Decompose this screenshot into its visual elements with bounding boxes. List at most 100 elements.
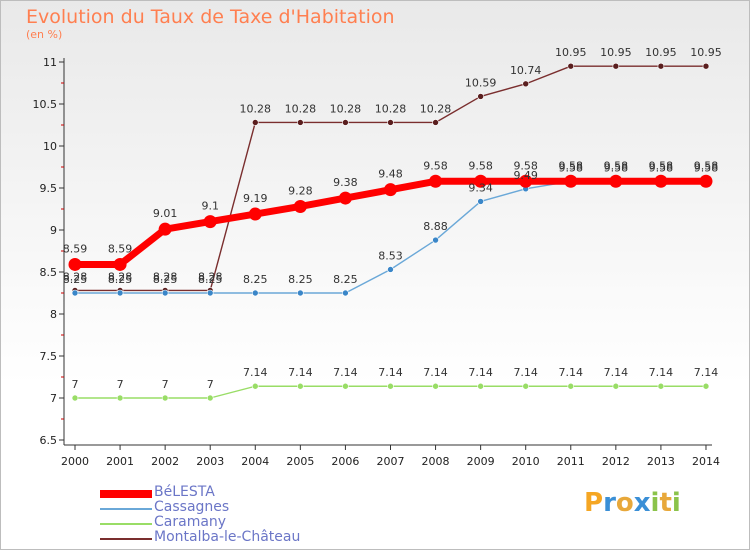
y-tick-label: 6.5 [40,434,58,447]
data-point-cassagnes [432,236,439,244]
x-tick-label: 2006 [331,455,359,468]
data-point-montalba [522,80,530,88]
data-label-montalba: 10.95 [645,46,677,59]
data-label-cassagnes: 9.58 [559,161,584,174]
data-label-montalba: 8.28 [63,270,88,283]
data-label-cassagnes: 8.25 [333,273,358,286]
data-point-belesta [564,174,578,188]
data-label-caramany: 7.14 [468,366,493,379]
data-point-cassagnes [71,289,79,297]
legend-swatch [100,490,152,498]
logo-letter: o [615,488,634,518]
x-tick-label: 2010 [512,455,540,468]
logo-letter: i [671,488,681,518]
data-point-cassagnes [206,289,214,297]
data-point-belesta [338,191,352,205]
y-tick-label: 7 [50,392,57,405]
data-point-montalba [612,62,620,70]
data-label-cassagnes: 9.49 [513,169,538,182]
data-label-montalba: 10.28 [420,102,452,115]
data-point-caramany [342,382,349,390]
data-label-caramany: 7.14 [378,366,403,379]
data-point-caramany [116,394,124,402]
data-label-montalba: 10.95 [690,46,722,59]
data-label-caramany: 7.14 [288,366,313,379]
data-label-montalba: 10.74 [510,64,542,77]
data-point-montalba [297,119,304,126]
data-label-montalba: 8.28 [153,270,178,283]
data-label-belesta: 9.58 [513,159,538,172]
logo-letter: i [650,488,660,518]
legend-label: BéLESTA [154,484,215,500]
data-label-belesta: 9.1 [201,200,219,213]
data-label-caramany: 7 [162,378,169,391]
data-point-caramany [477,382,484,390]
data-point-caramany [702,382,710,390]
data-label-cassagnes: 8.25 [153,273,178,286]
x-tick-label: 2009 [467,455,495,468]
data-label-belesta: 9.58 [604,159,629,172]
x-tick-label: 2002 [151,455,179,468]
data-label-belesta: 9.19 [243,192,268,205]
data-point-caramany [567,382,575,390]
legend-label: Caramany [154,514,227,530]
x-tick-label: 2000 [61,455,89,468]
proxiti-logo: Proxiti [584,488,681,518]
data-point-caramany [657,382,665,390]
data-label-caramany: 7.14 [243,366,268,379]
data-label-belesta: 9.01 [153,207,178,220]
data-label-cassagnes: 8.25 [63,273,88,286]
y-tick-label: 8.5 [40,266,58,279]
data-point-belesta [519,174,533,188]
data-label-belesta: 9.58 [649,159,674,172]
data-label-montalba: 10.28 [240,102,272,115]
data-point-belesta [68,257,82,271]
data-label-belesta: 9.58 [468,159,493,172]
x-tick-label: 2008 [422,455,450,468]
logo-letter: x [633,488,651,518]
data-point-belesta [699,174,713,188]
data-label-caramany: 7.14 [513,366,538,379]
data-point-belesta [113,257,127,271]
data-label-caramany: 7 [72,378,79,391]
data-point-belesta [429,174,443,188]
y-tick-label: 10 [43,140,57,153]
x-tick-label: 2007 [376,455,404,468]
data-point-belesta [248,207,262,221]
data-point-belesta [383,183,397,197]
data-label-montalba: 10.28 [330,102,362,115]
y-tick-label: 7.5 [40,350,58,363]
data-point-montalba [251,119,259,126]
logo-letter: P [584,488,604,518]
data-label-montalba: 8.28 [108,270,133,283]
data-label-caramany: 7.14 [604,366,629,379]
chart-subtitle: (en %) [26,28,63,41]
data-point-cassagnes [251,289,259,297]
data-label-cassagnes: 8.53 [378,249,403,262]
data-point-montalba [567,62,575,70]
data-labels: 8.59 8.599.019.19.199.289.389.489.58 9.58 9… [63,46,722,391]
data-label-montalba: 10.95 [555,46,587,59]
data-point-cassagnes [477,198,484,205]
data-point-belesta [474,174,488,188]
data-label-cassagnes: 9.58 [649,161,674,174]
data-label-belesta: 9.38 [333,176,358,189]
data-point-caramany [206,394,214,402]
data-label-cassagnes: 9.34 [468,181,493,194]
data-label-montalba: 10.95 [600,46,632,59]
data-label-cassagnes: 8.25 [108,273,133,286]
data-label-caramany: 7.14 [694,366,719,379]
data-label-montalba: 8.28 [198,270,223,283]
x-tick-label: 2011 [557,455,585,468]
data-point-montalba [702,62,710,70]
data-point-caramany [387,382,394,390]
y-tick-label: 9.5 [40,182,58,195]
y-tick-label: 11 [43,56,57,69]
data-label-caramany: 7.14 [333,366,358,379]
y-tick-label: 8 [50,308,57,321]
data-point-belesta [158,222,172,236]
data-label-belesta: 9.28 [288,184,313,197]
data-point-caramany [522,382,530,390]
